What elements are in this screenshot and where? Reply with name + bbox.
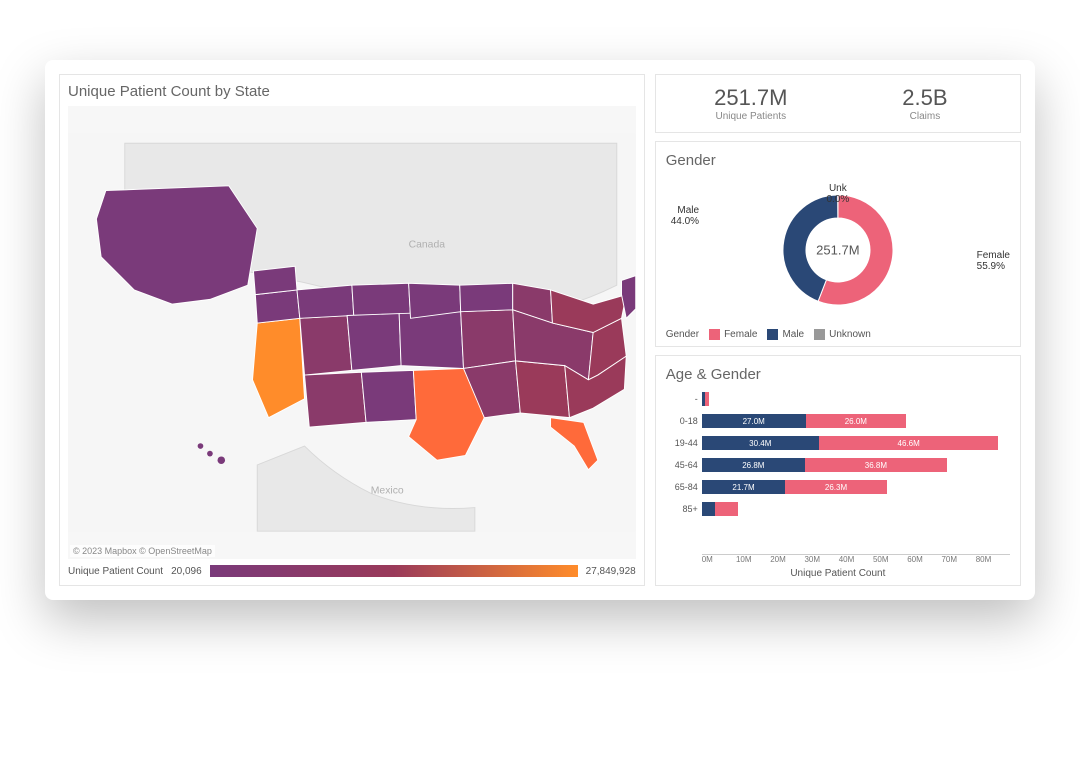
bar-row[interactable]: 65-8421.7M26.3M — [666, 477, 1010, 497]
kpi-row: 251.7M Unique Patients 2.5B Claims — [655, 74, 1021, 133]
scale-min: 20,096 — [171, 566, 202, 577]
gradient-bar — [210, 565, 578, 577]
legend-female[interactable]: Female — [709, 329, 757, 340]
kpi-claims: 2.5B Claims — [838, 85, 1012, 122]
bar-row[interactable]: - — [666, 389, 1010, 409]
state-plains — [399, 312, 463, 369]
donut-label-female: Female55.9% — [977, 250, 1010, 272]
stacked-bar-chart[interactable]: -0-1827.0M26.0M19-4430.4M46.6M45-6426.8M… — [666, 389, 1010, 554]
state-newmexico — [361, 370, 416, 422]
state-midwest — [461, 310, 516, 369]
x-axis-label: Unique Patient Count — [666, 568, 1010, 579]
age-title: Age & Gender — [666, 366, 1010, 383]
dashboard: Unique Patient Count by State Canada Mex… — [45, 60, 1035, 600]
state-utah-co — [347, 314, 401, 371]
kpi-unique-patients: 251.7M Unique Patients — [664, 85, 838, 122]
state-oregon — [255, 290, 299, 323]
state-hawaii[interactable] — [198, 443, 204, 449]
bar-row[interactable]: 85+ — [666, 499, 1010, 519]
donut-chart[interactable]: 251.7M Unk0.0% Male44.0% Female55.9% — [666, 175, 1010, 325]
map-label-mexico: Mexico — [371, 485, 404, 496]
state-dakotas — [409, 283, 461, 318]
state-arizona — [305, 372, 367, 427]
map-attribution: © 2023 Mapbox © OpenStreetMap — [70, 545, 215, 557]
bar-row[interactable]: 45-6426.8M36.8M — [666, 455, 1010, 475]
bar-row[interactable]: 0-1827.0M26.0M — [666, 411, 1010, 431]
color-scale: Unique Patient Count 20,096 27,849,928 — [68, 565, 636, 577]
state-washington — [253, 266, 297, 294]
right-panel: 251.7M Unique Patients 2.5B Claims Gende… — [655, 74, 1021, 586]
scale-max: 27,849,928 — [586, 566, 636, 577]
map-panel: Unique Patient Count by State Canada Mex… — [59, 74, 645, 586]
donut-label-unknown: Unk0.0% — [826, 183, 849, 205]
gender-title: Gender — [666, 152, 1010, 169]
scale-label: Unique Patient Count — [68, 566, 163, 577]
state-deep-south — [516, 361, 570, 418]
age-gender-card: Age & Gender -0-1827.0M26.0M19-4430.4M46… — [655, 355, 1021, 586]
state-mn-wi — [460, 283, 513, 311]
x-axis: 0M10M20M30M40M50M60M70M80M — [702, 554, 1010, 564]
bar-row[interactable]: 19-4430.4M46.6M — [666, 433, 1010, 453]
map-title: Unique Patient Count by State — [68, 83, 636, 100]
legend-unknown[interactable]: Unknown — [814, 329, 871, 340]
map-label-canada: Canada — [409, 239, 446, 250]
gender-legend: Gender Female Male Unknown — [666, 329, 1010, 340]
gender-card: Gender 251.7M Unk0.0% Male44.0% Female55… — [655, 141, 1021, 347]
donut-center: 251.7M — [816, 243, 859, 258]
donut-label-male: Male44.0% — [671, 205, 699, 227]
state-nevada — [300, 315, 352, 375]
legend-male[interactable]: Male — [767, 329, 804, 340]
state-idaho — [297, 285, 354, 318]
choropleth-map[interactable]: Canada Mexico — [68, 106, 636, 559]
